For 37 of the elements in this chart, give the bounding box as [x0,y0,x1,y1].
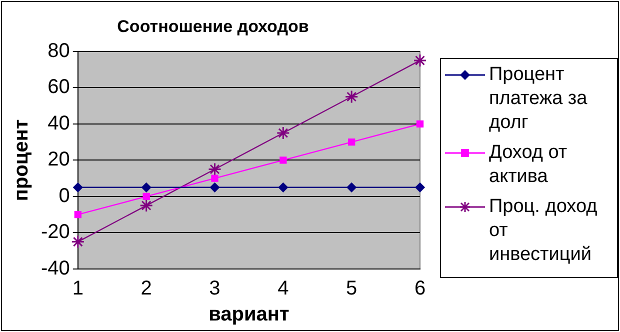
y-axis-title: процент [10,119,33,202]
y-tick-label: -40 [41,258,70,280]
x-tick-label: 1 [72,278,84,300]
legend-label: Процент платежа за долг [489,63,588,135]
chart-title: Соотношение доходов [117,16,309,36]
point [210,182,220,192]
x-axis-title: вариант [208,304,290,326]
x-tick-label: 2 [140,278,152,300]
y-tick-label: 40 [48,112,70,134]
point [280,156,287,164]
point [142,192,150,200]
point [74,211,82,218]
point [348,138,356,146]
point [415,182,425,192]
point [73,182,83,192]
point [276,126,290,140]
y-tick-label: -20 [41,221,70,244]
point [140,198,154,212]
x-tick-label: 3 [209,278,220,300]
point [346,182,356,192]
x-tick-label: 6 [414,278,426,300]
legend-label: Проц. доход от инвестиций [489,195,598,267]
point [416,120,424,128]
x-tick-label: 4 [278,278,289,300]
point [211,174,218,182]
x-tick-label: 5 [346,278,358,300]
point [208,162,222,176]
legend-label: Доход от актива [489,141,568,189]
point [142,182,152,192]
point [278,182,288,192]
point [344,90,358,104]
point [413,54,427,68]
point [71,235,85,249]
y-tick-label: 20 [48,148,70,171]
y-tick-label: 80 [48,40,70,62]
y-tick-label: 60 [48,76,70,98]
y-tick-label: 0 [58,184,70,207]
